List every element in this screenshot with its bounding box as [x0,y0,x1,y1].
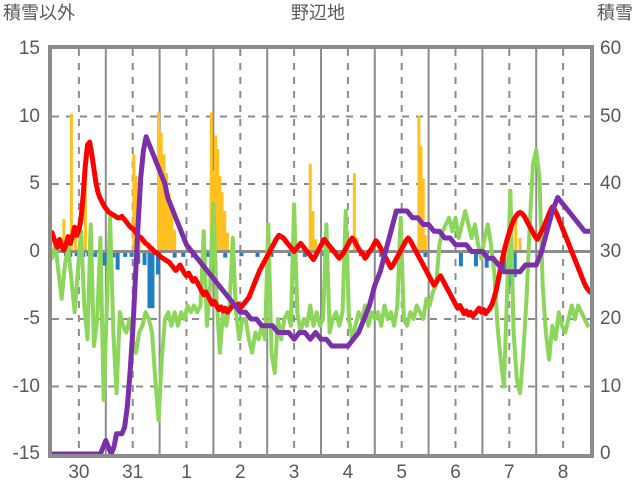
precipitation-bar [111,251,116,258]
wind-bar [314,239,318,252]
wind-bar [167,193,171,252]
wind-bar [514,216,518,252]
wind-bar [209,112,213,252]
wind-bar [423,235,427,252]
left-tick-label: -10 [12,375,40,397]
wind-bar [421,178,425,252]
right-tick-label: 10 [600,375,622,397]
precipitation-bar [123,251,128,257]
wind-bar [170,212,174,252]
wind-bar [62,219,66,252]
precipitation-bar [155,251,160,275]
precipitation-bar [129,251,134,257]
plot-area [48,45,594,458]
precipitation-bar [223,251,228,258]
x-tick-label: 2 [235,462,246,483]
precipitation-bar [269,251,274,257]
wind-bar [419,146,423,252]
x-tick-label: 1 [181,462,192,483]
x-tick-label: 5 [396,462,407,483]
precipitation-bar [255,251,260,257]
wind-bar [134,175,138,252]
x-tick-label: 7 [504,462,515,483]
wind-bar [518,238,522,252]
precipitation-bar [473,251,478,267]
precipitation-bar [93,251,98,257]
wind-bar [132,154,136,252]
wind-bar [311,211,315,252]
wind-bar [83,175,87,252]
x-tick-label: 8 [557,462,569,483]
precipitation-bar [142,251,147,265]
wind-bar [417,115,421,252]
right-tick-label: 0 [600,443,611,464]
wind-bar [216,148,220,252]
left-tick-label: 15 [18,38,40,59]
precipitation-bar [423,251,428,257]
left-tick-label: -5 [23,308,40,329]
x-tick-label: 3 [288,462,300,483]
x-tick-label: 31 [122,462,144,483]
precipitation-bar [181,251,186,257]
right-tick-label: 50 [600,105,622,127]
right-tick-label: 30 [600,240,622,262]
wind-bar [308,163,312,252]
wind-bar [214,135,218,252]
page-title: 野辺地 [291,3,345,23]
wind-bar [220,192,224,252]
left-tick-label: -15 [12,443,40,464]
right-tick-label: 40 [600,173,622,194]
wind-bar [159,132,163,252]
left-tick-label: 5 [29,173,40,194]
wind-bar [225,232,229,252]
precipitation-bar [147,251,155,309]
precipitation-bar [239,251,244,257]
precipitation-bar [206,251,211,257]
precipitation-bar [302,251,307,257]
right-axis-title: 積雪 [597,3,633,23]
x-tick-label: 6 [450,462,461,483]
plot-canvas [52,49,590,454]
wind-bar [157,112,161,252]
x-tick-label: 30 [68,462,90,483]
precipitation-bar [115,251,120,270]
wind-bar [69,113,73,252]
sunshine-line [52,148,590,423]
wind-bar [162,154,166,252]
wind-bar [352,173,356,252]
left-axis-title: 積雪以外 [3,3,75,23]
wind-bar [173,229,177,252]
right-tick-label: 60 [600,38,622,59]
x-tick-label: 4 [342,462,354,483]
precipitation-bar [512,251,517,278]
temperature-line [52,139,590,319]
precipitation-bar [100,251,108,266]
wind-bar [223,211,227,252]
precipitation-bar [458,251,463,267]
wind-bar [165,173,169,252]
snow-depth-line [52,134,590,454]
precipitation-bar [74,251,79,257]
left-tick-label: 0 [29,240,40,262]
right-tick-label: 20 [600,308,622,329]
wind-bar [218,175,222,252]
precipitation-bar [287,251,292,257]
wind-bar [74,227,78,252]
precipitation-bar [172,251,177,258]
left-tick-label: 10 [18,105,40,127]
